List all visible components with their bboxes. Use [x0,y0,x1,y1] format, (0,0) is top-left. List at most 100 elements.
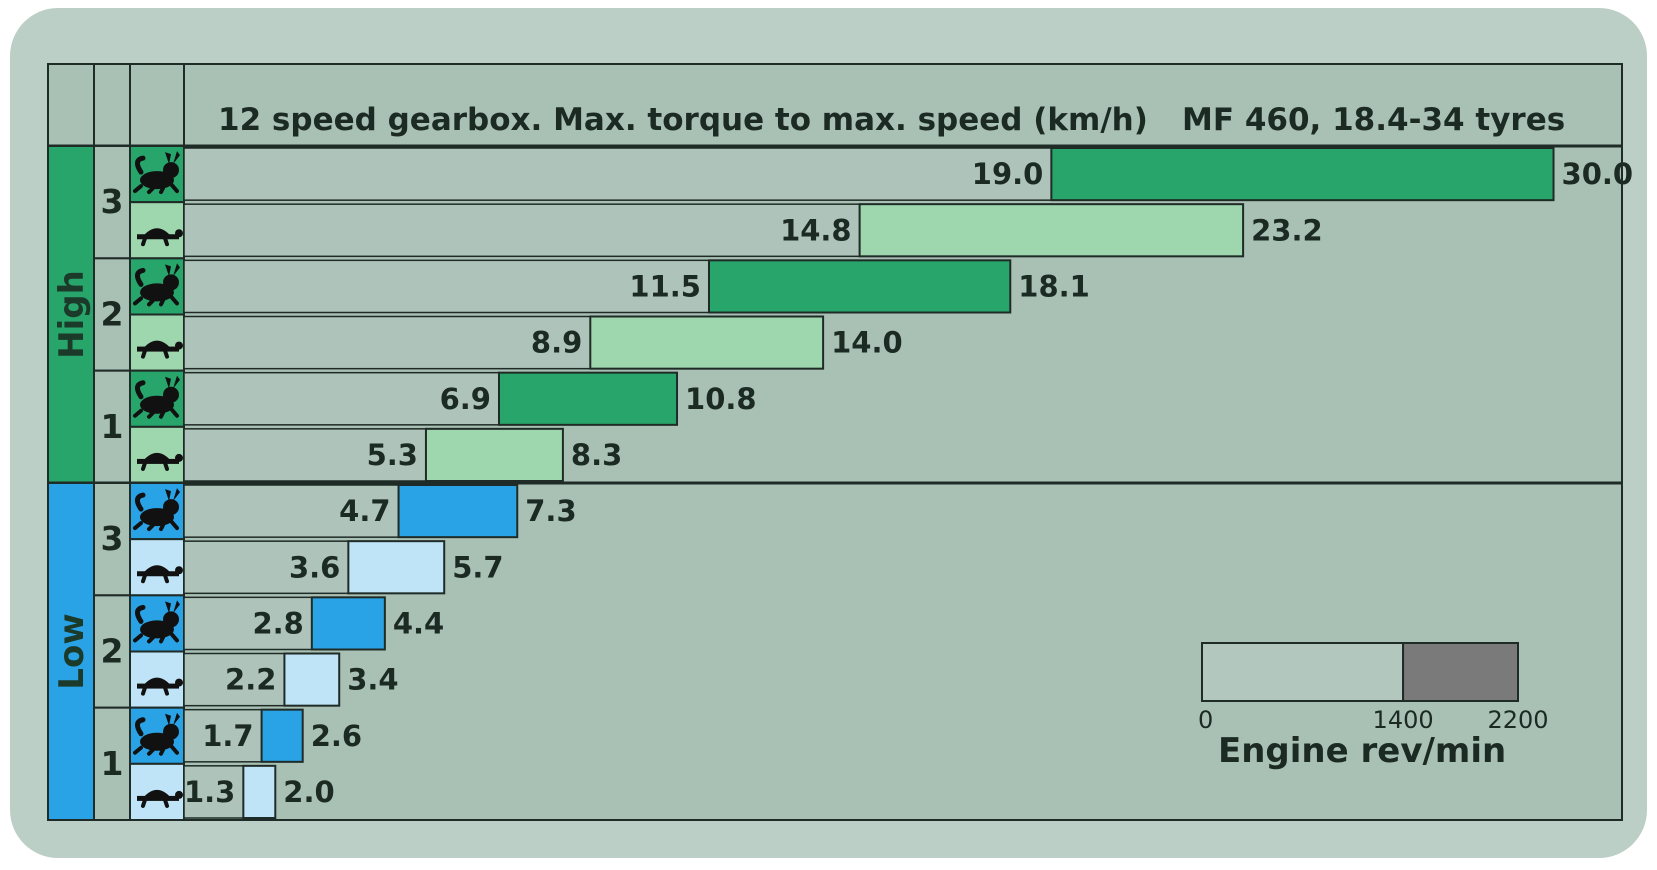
bar-start-label: 3.6 [289,550,340,584]
gear-number: 2 [101,295,124,334]
hare-icon [133,151,180,195]
tortoise-base [137,346,179,352]
bar-end-label: 8.3 [571,438,622,472]
tortoise-icon [137,228,183,247]
bar-end-label: 3.4 [347,663,398,697]
speed-bar [397,484,519,539]
gear-cell [93,369,131,484]
header-cell-speed [129,63,185,147]
bar-end-label: 23.2 [1251,213,1323,247]
row-lead-segment [183,259,710,314]
row-lead-segment [183,371,500,426]
hare-tail [135,492,146,512]
legend: Engine rev/min 0 1400 2200 [1198,642,1549,771]
row-lead-segment [183,203,861,258]
hare-ears [165,263,180,277]
tortoise-base [137,683,179,689]
tortoise-legs [141,460,169,471]
tortoise-icon [137,565,183,584]
tortoise-icon [137,452,183,471]
hare-icon [133,712,180,756]
hare-head [163,723,179,740]
chart-subtitle: MF 460, 18.4-34 tyres [1182,102,1565,138]
gear-number: 1 [101,407,124,446]
hare-legs [133,294,179,307]
bar-start-label: 5.3 [367,438,418,472]
bar-end-label: 14.0 [831,326,903,360]
bar-start-label: 4.7 [339,494,390,528]
bar-start-label: 11.5 [629,269,701,303]
hare-icon [133,488,180,532]
gear-number: 3 [101,519,124,558]
tortoise-head [175,341,183,350]
tortoise-head [175,229,183,238]
speed-bar [260,708,304,763]
tortoise-legs [141,348,169,359]
row-lead-segment [183,147,1053,201]
speed-bar [707,259,1012,314]
speed-bar [283,652,341,707]
row-lead-segment [183,596,313,651]
tortoise-base [137,458,179,464]
bar-end-label: 2.0 [283,775,334,809]
gear-number: 3 [101,182,124,221]
speed-bar [347,540,446,595]
range-label-high: High [52,270,92,359]
tortoise-head [175,453,183,462]
bar-end-label: 10.8 [685,382,757,416]
bar-end-label: 4.4 [393,606,444,640]
tortoise-head [175,678,183,687]
header-cell-gear [93,63,131,147]
speed-bar [310,596,386,651]
tortoise-head [175,790,183,799]
legend-segment-1 [1402,642,1520,702]
hare-ears [165,488,180,502]
bar-start-label: 1.7 [202,719,253,753]
hare-head [163,499,179,516]
speed-bar [1050,147,1555,202]
row-lead-segment [183,484,400,538]
speed-bar [589,315,825,370]
hare-tail [135,717,146,737]
bar-end-label: 2.6 [311,719,362,753]
hare-legs [133,743,179,756]
tortoise-legs [141,685,169,696]
tortoise-legs [141,236,169,247]
gear-number: 2 [101,632,124,671]
speed-bar [858,203,1245,258]
bar-end-label: 7.3 [525,494,576,528]
hare-icon [133,263,180,307]
row-lead-segment [183,708,263,763]
hare-legs [133,182,179,195]
legend-tick-label: 0 [1198,706,1213,734]
row-lead-segment [183,765,245,819]
hare-legs [133,631,179,644]
hare-tail [135,604,146,624]
gear-number: 1 [101,744,124,783]
legend-tick-label: 2200 [1487,706,1548,734]
hare-tail [135,155,146,175]
hare-ears [165,712,180,726]
speed-bar [497,371,679,426]
bar-start-label: 14.8 [780,213,852,247]
hare-legs [133,519,179,532]
speed-bar [424,427,564,483]
hare-ears [165,600,180,614]
range-label-low: Low [52,613,92,689]
gear-cell [93,145,131,260]
tortoise-legs [141,573,169,584]
tortoise-legs [141,797,169,808]
chart-title: 12 speed gearbox. Max. torque to max. sp… [218,102,1148,138]
tortoise-head [175,566,183,575]
hare-icon [133,600,180,644]
legend-title: Engine rev/min [1218,731,1506,771]
hare-head [163,274,179,291]
bar-start-label: 6.9 [440,382,491,416]
tortoise-icon [137,340,183,359]
legend-tick-label: 1400 [1373,706,1434,734]
hare-legs [133,406,179,419]
hare-tail [135,380,146,400]
bar-start-label: 8.9 [531,326,582,360]
legend-segment-0 [1201,642,1405,702]
